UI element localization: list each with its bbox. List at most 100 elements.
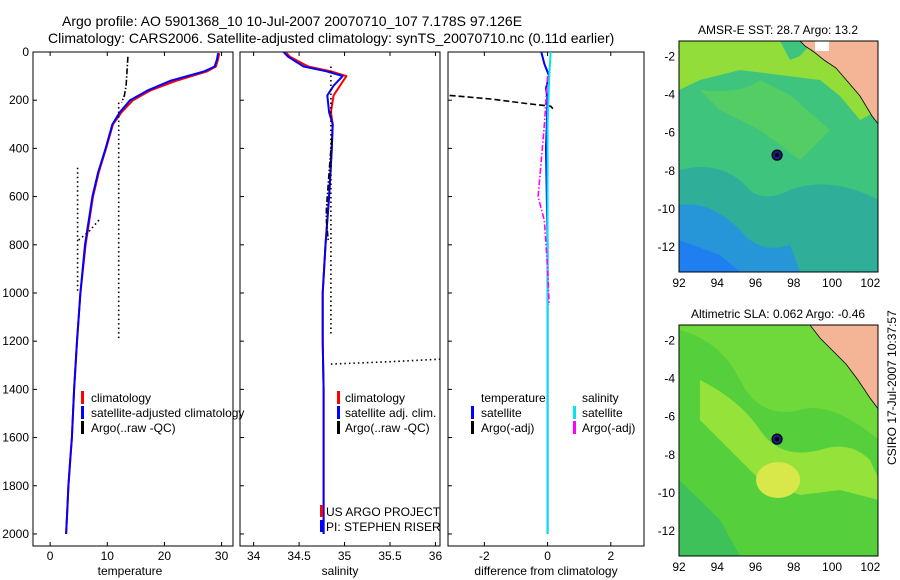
legend-swatch-climatology [337,391,340,404]
map-y-tick-label: -6 [664,410,675,424]
timestamp-stamp: CSIRO 17-Jul-2007 10:37:57 [885,310,899,465]
map-x-tick-label: 92 [672,560,686,574]
map-x-tick-label: 100 [822,276,842,290]
map-y-tick-label: -2 [664,333,675,347]
map-x-tick-label: 96 [749,276,763,290]
y-tick-label: 2000 [2,527,29,541]
y-tick-label: 1200 [2,334,29,348]
y-tick-label: 400 [9,141,29,155]
x-tick-label: 36 [429,549,443,563]
legend-swatch-satellite [337,406,340,419]
legend-label-satellite: satellite adj. clim. [345,406,436,420]
annotation-marker-red [320,505,323,517]
legend-label-climatology: climatology [345,391,405,405]
map-x-tick-label: 102 [860,560,880,574]
temperature-axes [32,51,234,547]
temperature-series [65,53,221,535]
series-line [449,94,555,111]
salinity-series [282,52,440,534]
map-x-tick-label: 100 [822,560,842,574]
map-x-tick-label: 98 [787,276,801,290]
map-y-tick-label: -10 [658,202,676,216]
x-tick-label: 34 [247,549,261,563]
sla-band-b [700,380,878,500]
annotation-project: US ARGO PROJECT [326,505,441,519]
y-tick-label: 200 [9,93,29,107]
y-tick-label: 1400 [2,382,29,396]
sst-map-frame [678,40,879,273]
series-line [78,217,102,241]
legend-swatch-sal-argo [573,421,576,434]
map-y-tick-label: -4 [664,87,675,101]
y-tick-label: 1600 [2,431,29,445]
map-y-tick-label: -12 [658,524,676,538]
x-tick-label: -2 [479,549,490,563]
map-y-tick-label: -10 [658,486,676,500]
legend-label-satellite: satellite-adjusted climatology [91,406,244,420]
y-tick-label: 600 [9,190,29,204]
map-x-tick-label: 102 [860,276,880,290]
sla-high-patch [756,462,800,498]
map-y-tick-label: -6 [664,126,675,140]
difference-xlabel: difference from climatology [474,564,617,578]
series-line [546,52,552,534]
legend-header-temperature: temperature [481,391,546,405]
argo-position-center [775,437,780,442]
legend-label-sal-argo: Argo(-adj) [582,421,635,435]
legend-label-temp-argo: Argo(-adj) [481,421,534,435]
sst-argo-marker [771,149,783,161]
y-tick-label: 1800 [2,479,29,493]
x-tick-label: 0 [544,549,551,563]
sla-low-patch [679,480,740,556]
series-line [282,52,344,534]
sla-map-title: Altimetric SLA: 0.062 Argo: -0.46 [691,307,865,321]
x-tick-label: 0 [47,549,54,563]
map-y-tick-label: -8 [664,448,675,462]
sst-land [799,41,878,125]
y-tick-label: 1000 [2,286,29,300]
difference-series [449,52,555,534]
legend-label-climatology: climatology [91,391,151,405]
sst-mid-patch [700,80,830,160]
y-tick-label: 0 [22,45,29,59]
legend-swatch-temp-argo [471,421,474,434]
map-y-tick-label: -8 [664,164,675,178]
sst-nodata [815,41,829,51]
series-line [65,53,220,535]
x-tick-label: 35.5 [378,549,402,563]
x-tick-label: 34.5 [287,549,311,563]
series-line [330,358,440,365]
series-line [325,138,333,241]
legend-label-argo: Argo(..raw -QC) [91,421,176,435]
x-tick-label: 20 [158,549,172,563]
legend-swatch-argo [337,421,340,434]
legend-swatch-argo [81,421,84,434]
legend-swatch-climatology [81,391,84,404]
argo-position-center [775,153,780,158]
x-tick-label: 30 [215,549,229,563]
legend-swatch-sal-satellite [573,406,576,419]
map-y-tick-label: -2 [664,49,675,63]
x-tick-label: 2 [607,549,614,563]
figure-title-line2: Climatology: CARS2006. Satellite-adjuste… [48,30,614,46]
temperature-legend: climatology satellite-adjusted climatolo… [81,391,244,435]
salinity-axes [239,51,441,547]
legend-label-argo: Argo(..raw -QC) [345,421,430,435]
sst-coldest-patch [679,240,740,272]
annotation-marker-blue [320,520,323,532]
salinity-legend: climatology satellite adj. clim. Argo(..… [337,391,436,435]
axis-ticks: 0 10 20 30020040060080010001200140016001800… [2,45,880,574]
series-line [120,56,129,103]
annotation-pi: PI: STEPHEN RISER [326,520,441,534]
map-x-tick-label: 96 [749,560,763,574]
legend-label-temp-satellite: satellite [481,406,522,420]
map-x-tick-label: 94 [711,276,725,290]
figure-title-line1: Argo profile: AO 5901368_10 10-Jul-2007 … [62,13,522,29]
sla-map-frame [678,324,879,557]
sla-argo-marker [771,433,783,445]
sla-band-a [679,325,878,440]
x-tick-label: 35 [338,549,352,563]
map-y-tick-label: -12 [658,240,676,254]
map-x-tick-label: 94 [711,560,725,574]
